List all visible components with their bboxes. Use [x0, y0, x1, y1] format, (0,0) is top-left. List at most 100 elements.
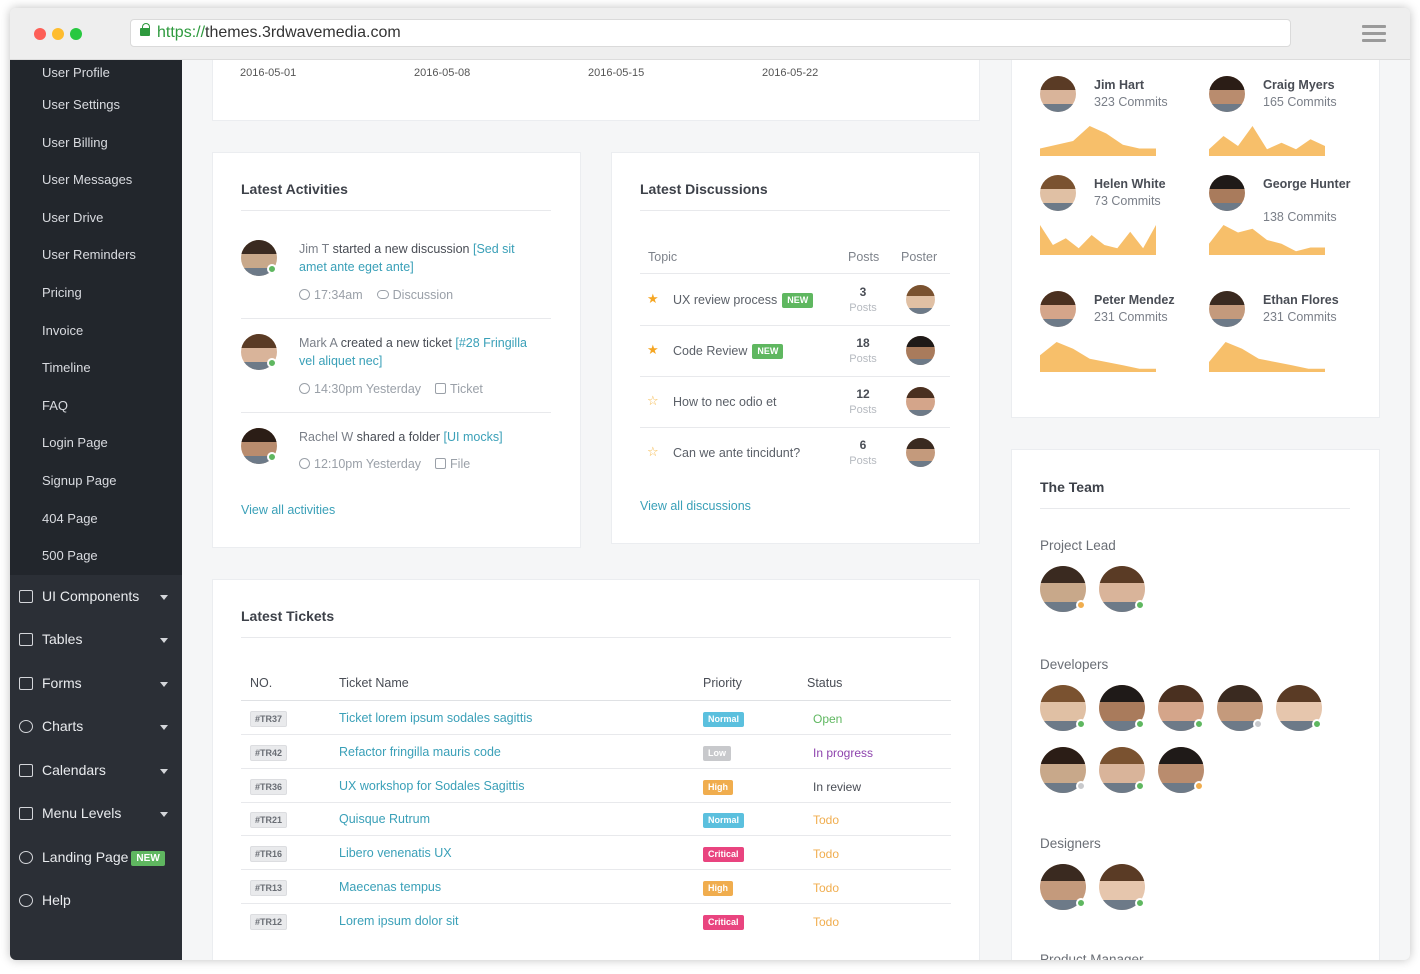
close-window-button[interactable] — [34, 28, 46, 40]
avatar — [1040, 175, 1076, 211]
chevron-down-icon — [160, 638, 168, 644]
file-icon — [435, 458, 447, 469]
sidebar-item[interactable]: Charts — [10, 705, 182, 749]
sidebar-item[interactable]: UI Components — [10, 575, 182, 619]
status-indicator — [267, 358, 277, 368]
sidebar-subitem[interactable]: User Reminders — [42, 247, 136, 263]
minimize-window-button[interactable] — [52, 28, 64, 40]
ticket-name-link[interactable]: Lorem ipsum dolor sit — [339, 913, 459, 928]
sidebar-subitem[interactable]: 500 Page — [42, 548, 98, 564]
sidebar-subitem[interactable]: Timeline — [42, 360, 91, 376]
avatar-hair — [241, 334, 277, 348]
activity-time: 12:10pm Yesterday — [314, 457, 422, 471]
avatar-hair — [1209, 175, 1245, 189]
discussions-header-topic: Topic — [648, 250, 678, 264]
view-all-discussions-link[interactable]: View all discussions — [640, 499, 751, 513]
team-group-label: Project Lead — [1040, 538, 1116, 553]
status-indicator — [1076, 781, 1086, 791]
activity-meta: 12:10pm Yesterday File — [299, 457, 470, 471]
sidebar-item[interactable]: Menu Levels — [10, 792, 182, 836]
status-indicator — [1253, 719, 1263, 729]
discussion-topic[interactable]: Can we ante tincidunt? — [673, 446, 800, 460]
sparkline-area — [1040, 126, 1156, 156]
ticket-icon — [435, 383, 447, 394]
ticket-status: Todo — [813, 847, 840, 862]
committer-commits: 231 Commits — [1094, 310, 1168, 324]
avatar-hair — [1276, 685, 1322, 703]
chart-x-tick: 2016-05-01 — [240, 67, 297, 79]
ticket-name-link[interactable]: Refactor fringilla mauris code — [339, 744, 501, 759]
discussion-topic[interactable]: How to nec odio et — [673, 395, 777, 409]
ticket-divider — [241, 767, 951, 769]
posts-label: Posts — [849, 302, 877, 314]
ticket-status: In progress — [813, 745, 874, 760]
sidebar-subitem[interactable]: Invoice — [42, 322, 84, 338]
avatar — [1040, 291, 1076, 327]
activity-target-link[interactable]: [UI mocks] — [443, 430, 503, 444]
activity-target-link[interactable]: [#28 Fringilla vel aliquet nec] — [299, 336, 527, 368]
sidebar-subitem[interactable]: 404 Page — [42, 510, 98, 526]
browser-menu-icon[interactable] — [1362, 25, 1386, 43]
ticket-name-link[interactable]: Ticket lorem ipsum sodales sagittis — [339, 711, 533, 725]
posts-count: 3 — [859, 285, 867, 299]
address-bar[interactable]: https://themes.3rdwavemedia.com — [130, 19, 1291, 47]
sidebar-subitem[interactable]: User Drive — [42, 209, 104, 225]
star-outline-icon[interactable]: ☆ — [647, 393, 659, 408]
ticket-name-link[interactable]: Libero venenatis UX — [339, 846, 452, 861]
view-all-activities-link[interactable]: View all activities — [241, 503, 336, 517]
chart-x-tick: 2016-05-15 — [588, 67, 645, 79]
star-outline-icon[interactable]: ☆ — [647, 444, 659, 459]
avatar-bg — [1209, 104, 1245, 112]
ticket-id-badge: #TR13 — [250, 880, 288, 896]
commits-sparkline — [1209, 225, 1325, 255]
priority-badge: Normal — [703, 712, 745, 727]
avatar-bg — [1040, 601, 1086, 612]
sidebar-item[interactable]: Help — [10, 879, 182, 923]
priority-badge: Critical — [703, 914, 744, 930]
sidebar-item-label: Menu Levels — [42, 805, 122, 822]
discussion-topic[interactable]: Code Review NEW — [673, 344, 784, 359]
sidebar-subitem[interactable]: FAQ — [42, 397, 69, 413]
sidebar-item[interactable]: Forms — [10, 662, 182, 706]
avatar-hair — [1040, 864, 1086, 882]
status-indicator — [1076, 719, 1086, 729]
activity-actor: Jim T — [299, 242, 330, 256]
sidebar-item[interactable]: Landing Page NEW — [10, 836, 182, 880]
url-protocol: https:// — [157, 24, 206, 41]
activity-text: Jim T started a new discussion [Sed sit … — [299, 240, 534, 276]
committer-name: Peter Mendez — [1094, 293, 1175, 307]
activity-target-link[interactable]: [Sed sit amet ante eget ante] — [299, 242, 515, 274]
avatar-hair — [906, 285, 935, 297]
sidebar-subitem[interactable]: User Profile — [42, 65, 110, 80]
sidebar-item[interactable]: Calendars — [10, 749, 182, 793]
discussion-topic-text: How to nec odio et — [673, 395, 777, 409]
committer-name: George Hunter — [1263, 177, 1351, 191]
ticket-name-link[interactable]: Maecenas tempus — [339, 880, 442, 894]
committer-name: Ethan Flores — [1263, 293, 1339, 307]
sparkline-area — [1209, 225, 1325, 255]
edit-icon — [19, 676, 33, 690]
sidebar-subitem[interactable]: Login Page — [42, 435, 108, 451]
ticket-name-link[interactable]: Quisque Rutrum — [339, 812, 431, 827]
ticket-name-link[interactable]: UX workshop for Sodales Sagittis — [339, 778, 525, 793]
commits-sparkline — [1209, 126, 1325, 156]
sidebar-subitem[interactable]: Pricing — [42, 284, 82, 300]
sidebar-item-label: Charts — [42, 718, 84, 735]
sidebar-subitem[interactable]: User Billing — [42, 134, 108, 150]
maximize-window-button[interactable] — [70, 28, 82, 40]
ticket-status: Open — [813, 712, 843, 726]
sidebar-item-label: Calendars — [42, 761, 106, 778]
status-indicator — [1194, 781, 1204, 791]
sidebar-subitem[interactable]: User Messages — [42, 172, 133, 188]
chart-x-tick: 2016-05-22 — [762, 67, 819, 79]
browser-titlebar: https://themes.3rdwavemedia.com — [10, 8, 1410, 60]
avatar-bg — [1276, 720, 1322, 731]
sidebar-subitem[interactable]: User Settings — [42, 97, 121, 112]
sidebar-item[interactable]: Tables — [10, 618, 182, 662]
avatar-bg — [1040, 203, 1076, 211]
star-filled-icon[interactable]: ★ — [647, 291, 659, 306]
avatar — [1040, 566, 1086, 612]
sidebar-subitem[interactable]: Signup Page — [42, 472, 117, 488]
star-filled-icon[interactable]: ★ — [647, 342, 659, 357]
discussion-topic[interactable]: UX review process NEW — [673, 293, 814, 308]
